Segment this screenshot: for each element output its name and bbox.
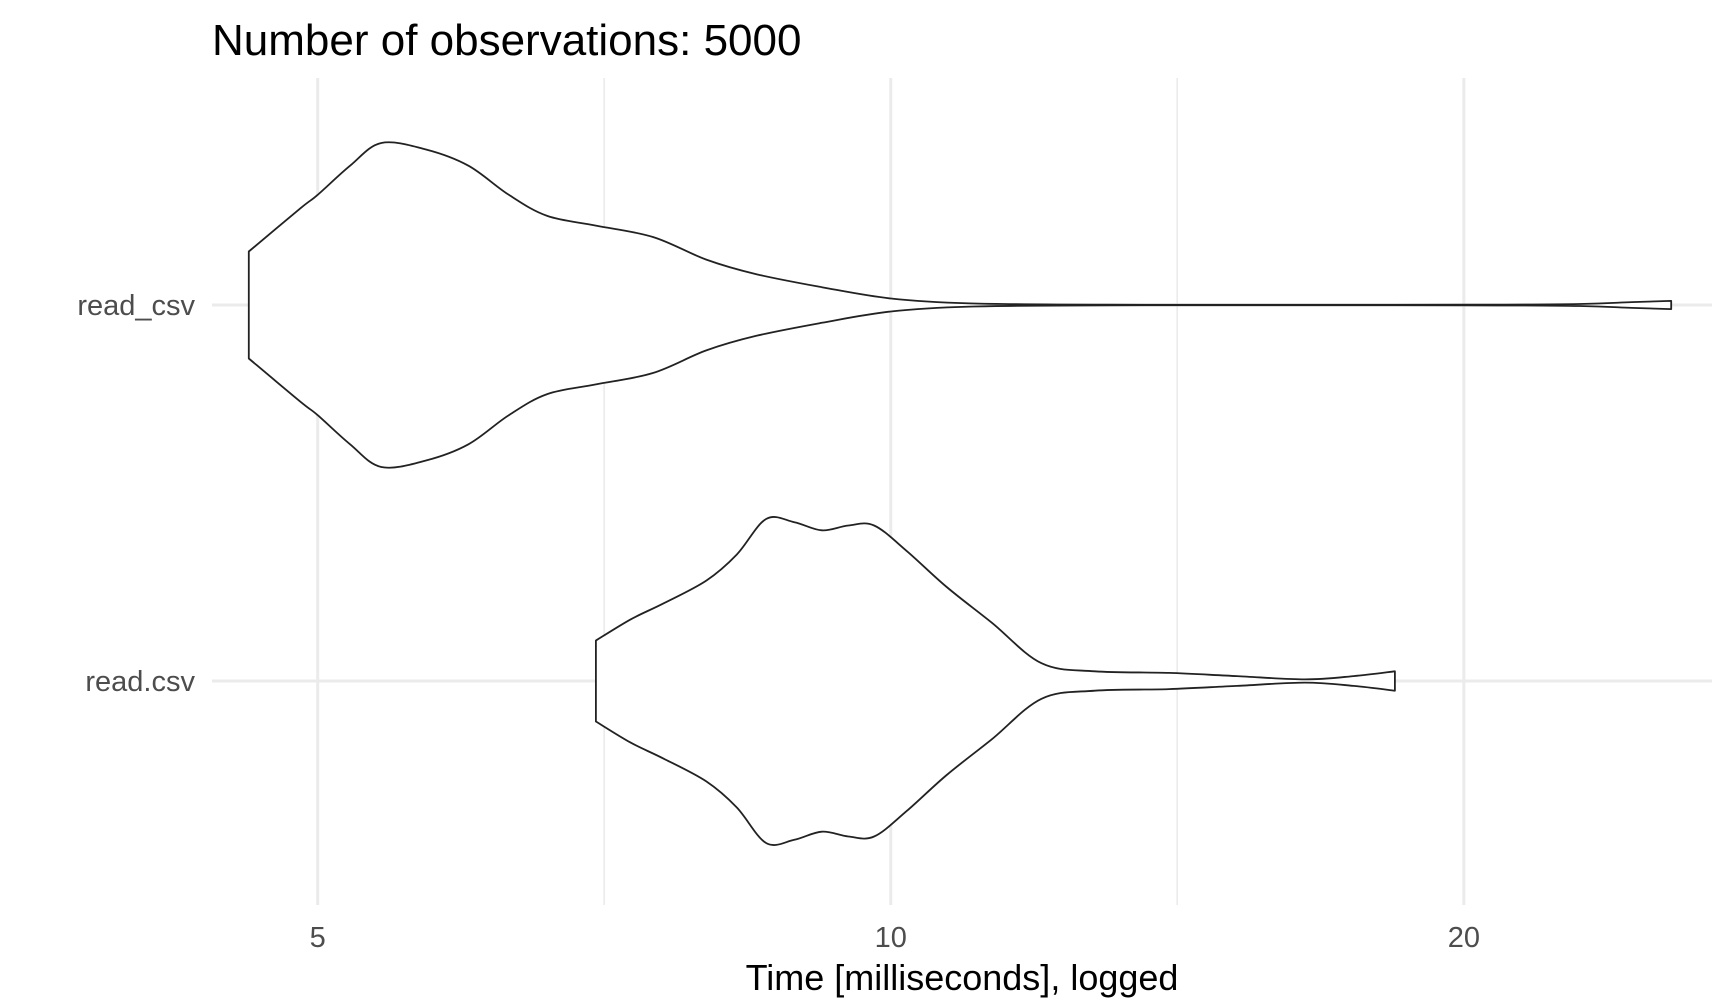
chart-title: Number of observations: 5000 <box>212 16 801 65</box>
violin-layer <box>247 141 1673 846</box>
x-tick-label: 20 <box>1448 922 1480 954</box>
x-tick-label: 10 <box>875 922 907 954</box>
x-tick-label: 5 <box>310 922 326 954</box>
y-tick-label: read.csv <box>85 666 195 698</box>
y-tick-label: read_csv <box>77 290 195 322</box>
x-axis-title: Time [milliseconds], logged <box>746 957 1179 998</box>
violin-read-csv <box>595 516 1396 846</box>
violin-read-csv <box>247 141 1673 469</box>
tick-label-layer: 5 10 20 read_csv read.csv <box>77 290 1480 954</box>
